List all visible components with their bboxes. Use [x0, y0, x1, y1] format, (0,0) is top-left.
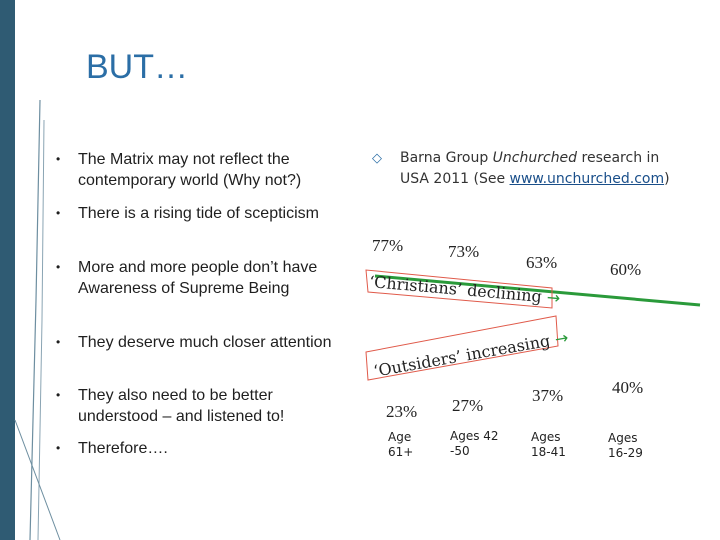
christians-declining-label: ‘Christians’ declining →: [368, 272, 561, 308]
unchurched-link[interactable]: www.unchurched.com: [509, 171, 665, 187]
age-line: Age: [388, 430, 412, 444]
outsiders-pct: 27%: [452, 396, 484, 415]
christians-pct: 63%: [526, 253, 558, 272]
bullet-text: Therefore….: [78, 440, 168, 457]
bullet-text: They also need to be better understood –…: [78, 387, 285, 425]
christians-pct: 60%: [610, 260, 642, 279]
diamond-bullet-icon: ◇: [372, 151, 382, 166]
arrow-right-icon: →: [553, 327, 570, 349]
outsiders-pct: 40%: [612, 378, 644, 397]
age-line: Ages 42: [450, 429, 499, 443]
age-group: Ages 42 -50: [450, 429, 499, 459]
arrow-right-icon: →: [546, 287, 562, 308]
bullet-text: The Matrix may not reflect the contempor…: [78, 151, 302, 189]
age-line: Ages: [608, 431, 638, 445]
outsiders-pct: 23%: [386, 402, 418, 421]
note-text-part: Barna Group: [400, 150, 493, 166]
slide-title: BUT…: [86, 48, 188, 86]
age-line: 16-29: [608, 446, 643, 460]
note-text-part: research in USA 2011 (See: [400, 150, 660, 187]
bullet-dot: •: [56, 335, 61, 349]
christians-pct: 77%: [372, 236, 404, 255]
age-group: Age 61+: [388, 430, 413, 460]
bullet-dot: •: [56, 260, 61, 274]
age-line: Ages: [531, 430, 561, 444]
note-italic: Unchurched: [492, 150, 578, 166]
bullet-dot: •: [56, 152, 61, 166]
bullet-dot: •: [56, 206, 61, 220]
bullet-text: More and more people don’t have Awarenes…: [78, 259, 318, 297]
deco-line: [37, 119, 45, 540]
sidebar-bar: [0, 0, 15, 540]
age-group: Ages 16-29: [608, 431, 643, 461]
age-group: Ages 18-41: [531, 430, 566, 460]
bullet-text: They deserve much closer attention: [78, 334, 332, 351]
outsiders-pct: 37%: [532, 386, 564, 405]
research-note-text: Barna Group Unchurched research in USA 2…: [400, 148, 690, 190]
age-line: -50: [450, 444, 470, 458]
bullet-dot: •: [56, 388, 61, 402]
outsiders-increasing-label: ‘Outsiders’ increasing →: [372, 328, 570, 381]
outsiders-label-text: ‘Outsiders’ increasing: [372, 330, 552, 381]
deco-line: [29, 99, 41, 540]
note-text-part: ): [664, 171, 670, 187]
age-line: 18-41: [531, 445, 566, 459]
age-line: 61+: [388, 445, 414, 459]
deco-line: [14, 419, 61, 540]
bullet-dot: •: [56, 441, 61, 455]
christians-pct: 73%: [448, 242, 480, 261]
bullet-text: There is a rising tide of scepticism: [78, 205, 319, 222]
christians-label-text: ‘Christians’ declining: [368, 272, 543, 307]
